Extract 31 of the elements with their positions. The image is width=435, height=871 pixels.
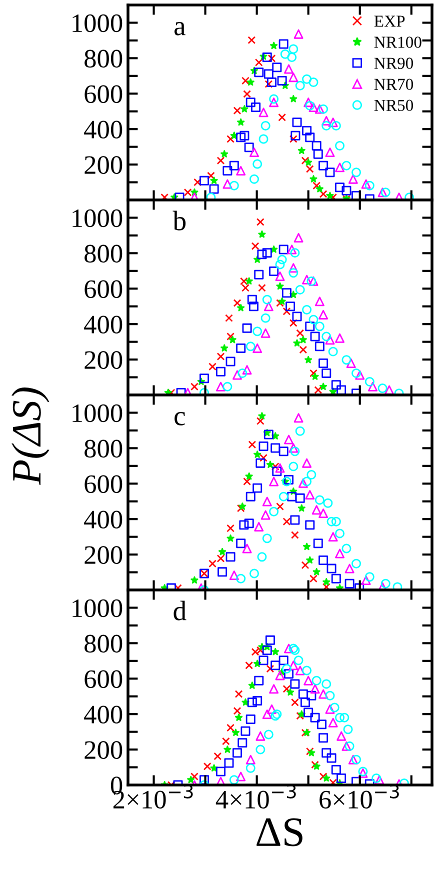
y-tick-label: 1000 <box>72 209 122 228</box>
y-tick-label: 1000 <box>72 404 122 422</box>
x-axis-title: ΔS <box>256 818 302 846</box>
y-tick-label: 800 <box>84 244 122 263</box>
legend-label: NR70 <box>374 78 414 90</box>
legend-label: EXP <box>374 16 405 27</box>
y-tick-label: 800 <box>84 440 122 458</box>
y-tick-label: 600 <box>84 670 122 688</box>
y-tick-label: 400 <box>84 120 122 139</box>
y-tick-label: 600 <box>84 475 122 494</box>
chart-title: d <box>174 600 186 620</box>
chart-title: a <box>174 22 186 36</box>
y-tick-label: 800 <box>84 634 122 653</box>
legend-label: NR90 <box>374 58 414 69</box>
y-tick-label: 600 <box>84 280 122 298</box>
y-tick-label: 200 <box>84 741 122 759</box>
y-tick-label: 1000 <box>72 14 122 32</box>
chart-title: c <box>174 412 185 426</box>
y-tick-label: 200 <box>84 351 122 369</box>
chart-title: b <box>172 210 186 230</box>
legend-label: NR50 <box>374 100 414 112</box>
y-tick-label: 600 <box>84 85 122 104</box>
y-axis-title: P(ΔS) <box>12 388 50 485</box>
y-tick-label: 200 <box>84 546 122 564</box>
y-tick-label: 1000 <box>72 599 122 618</box>
y-tick-label: 400 <box>84 706 122 724</box>
legend-label: NR100 <box>374 36 422 48</box>
y-tick-label: 800 <box>84 50 122 68</box>
y-tick-label: 400 <box>84 316 122 334</box>
y-tick-label: 400 <box>84 510 122 529</box>
y-tick-label: 200 <box>84 156 122 174</box>
